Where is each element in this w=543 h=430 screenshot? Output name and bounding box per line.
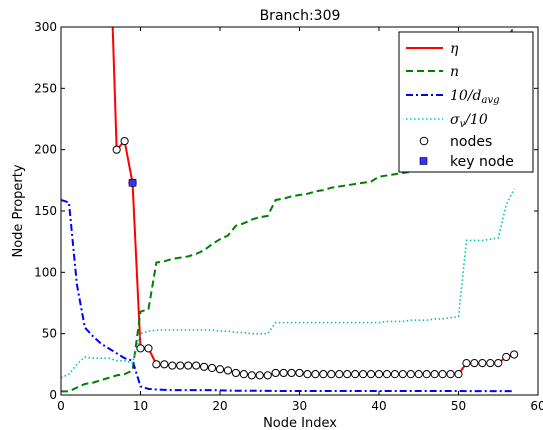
node-point xyxy=(494,359,503,368)
node-point xyxy=(152,360,161,369)
node-point xyxy=(454,370,463,379)
node-point xyxy=(382,370,392,379)
y-tick-label: 300 xyxy=(34,20,57,34)
y-tick-label: 250 xyxy=(34,81,57,95)
x-tick-label: 50 xyxy=(451,399,466,413)
y-tick-label: 0 xyxy=(49,388,57,402)
y-tick-label: 200 xyxy=(34,143,57,157)
x-tick-label: 20 xyxy=(212,399,227,413)
node-point xyxy=(287,368,296,378)
node-point xyxy=(414,370,423,379)
legend-label-sigma: σv/10 xyxy=(450,112,488,130)
node-point xyxy=(263,371,272,380)
node-point xyxy=(231,368,240,378)
node-point xyxy=(255,371,264,380)
node-point xyxy=(351,370,360,379)
node-point xyxy=(223,366,233,375)
series-line-sigma xyxy=(61,188,515,379)
node-point xyxy=(239,370,248,379)
x-tick-label: 0 xyxy=(57,399,65,413)
node-point xyxy=(295,368,304,378)
node-point xyxy=(207,363,217,373)
node-point xyxy=(398,370,407,379)
nodes-layer xyxy=(112,136,519,380)
node-point xyxy=(422,370,431,379)
node-point xyxy=(438,370,447,379)
node-point xyxy=(176,361,185,370)
node-point xyxy=(271,368,280,378)
node-point xyxy=(486,359,495,368)
node-point xyxy=(502,352,511,362)
node-point xyxy=(160,360,169,369)
y-tick-label: 50 xyxy=(42,327,57,341)
node-point xyxy=(470,359,479,368)
x-tick-label: 10 xyxy=(133,399,148,413)
series-line-davg xyxy=(61,199,515,393)
ticks-layer: 0 10 20 30 40 50 60 0 50 100 150 200 250 300 xyxy=(34,20,543,413)
x-tick-label: 60 xyxy=(530,399,543,413)
node-point xyxy=(335,370,344,379)
node-point xyxy=(390,370,399,379)
legend-box xyxy=(398,31,534,173)
node-point xyxy=(200,362,209,371)
chart-title: Branch:309 xyxy=(260,8,341,24)
node-point xyxy=(184,361,193,370)
node-point xyxy=(319,370,328,379)
y-tick-label: 150 xyxy=(34,204,57,218)
node-point xyxy=(279,368,288,378)
node-point xyxy=(343,370,352,379)
legend-label-n: n xyxy=(450,64,459,80)
x-tick-label: 30 xyxy=(292,399,307,413)
node-point xyxy=(446,370,455,379)
key-node-marker xyxy=(128,178,137,187)
node-point xyxy=(430,370,439,379)
node-point xyxy=(303,370,312,379)
y-axis-label: Node Property xyxy=(11,164,26,257)
plot-area xyxy=(61,27,519,393)
node-point xyxy=(462,359,471,368)
legend-label-nodes: nodes xyxy=(450,134,492,150)
node-point xyxy=(168,361,177,370)
node-point xyxy=(510,350,519,359)
node-point xyxy=(144,344,153,353)
legend-marker-key-node xyxy=(419,157,428,165)
legend-label-key-node: key node xyxy=(450,154,514,170)
node-point xyxy=(327,370,336,379)
node-point xyxy=(311,370,320,379)
y-tick-label: 100 xyxy=(34,265,57,279)
node-point xyxy=(247,371,256,380)
node-point xyxy=(478,359,487,368)
legend-marker-nodes xyxy=(419,136,429,146)
node-point xyxy=(359,370,368,379)
node-point xyxy=(406,370,415,379)
x-axis-label: Node Index xyxy=(263,416,337,430)
node-point xyxy=(374,370,384,379)
legend-label-eta: η xyxy=(450,41,459,57)
node-point xyxy=(215,365,225,374)
node-point xyxy=(120,136,129,146)
node-point xyxy=(112,145,121,154)
x-tick-label: 40 xyxy=(371,399,386,413)
legend: η n 10/davg σv/10 nodes key node xyxy=(398,31,534,173)
node-point xyxy=(366,370,376,379)
node-point xyxy=(192,361,201,370)
node-point xyxy=(136,344,145,353)
